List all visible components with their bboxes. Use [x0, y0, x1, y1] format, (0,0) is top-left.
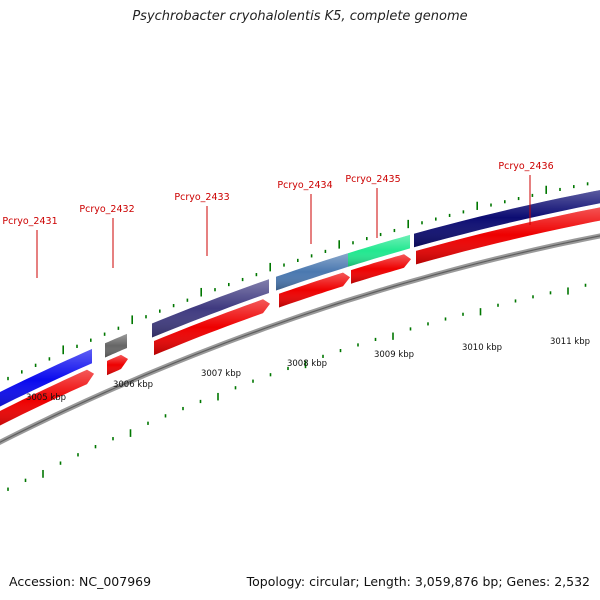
kbp-label-3: 3007 kbp	[201, 369, 241, 379]
gene-label-2: Pcryo_2432	[79, 204, 134, 215]
cds-arrow-shade	[0, 369, 94, 426]
cds-track	[0, 207, 600, 426]
gene-bar-shade	[152, 279, 269, 338]
cds-arrow-shade	[351, 254, 411, 284]
cds-arrow-shade	[107, 354, 128, 376]
gene-tick-track	[7, 182, 589, 381]
backbone-ring-edge	[0, 235, 600, 443]
genome-summary-text: Topology: circular; Length: 3,059,876 bp…	[246, 574, 590, 589]
kbp-label-4: 3008 kbp	[287, 359, 327, 369]
gene-label-5: Pcryo_2435	[345, 174, 400, 185]
cds-arrow-shade	[154, 299, 270, 356]
kbp-label-6: 3010 kbp	[462, 343, 502, 353]
gene-bar-shade	[105, 333, 127, 358]
kbp-label-2: 3006 kbp	[113, 380, 153, 390]
gene-bar-shade	[348, 234, 410, 267]
gene-label-1: Pcryo_2431	[2, 216, 57, 227]
gene-label-4: Pcryo_2434	[277, 180, 332, 191]
scale-label-track: 3005 kbp 3006 kbp 3007 kbp 3008 kbp 3009 kbp…	[26, 337, 590, 403]
accession-text: Accession: NC_007969	[9, 574, 152, 589]
scale-tick-track	[7, 283, 587, 491]
gene-label-track: Pcryo_2431 Pcryo_2432 Pcryo_2433 Pcryo_2434…	[2, 161, 554, 278]
cds-arrow-shade	[416, 207, 600, 265]
kbp-label-7: 3011 kbp	[550, 337, 590, 347]
map-title: Psychrobacter cryohalolentis K5, complet…	[132, 9, 468, 24]
kbp-label-5: 3009 kbp	[374, 350, 414, 360]
gene-bar-shade	[0, 349, 92, 407]
genome-backbone	[0, 233, 600, 446]
gene-track	[0, 190, 600, 407]
gene-label-6: Pcryo_2436	[498, 161, 553, 172]
gene-bar-shade	[276, 253, 348, 291]
gene-label-3: Pcryo_2433	[174, 192, 229, 203]
kbp-label-1: 3005 kbp	[26, 393, 66, 403]
cds-arrow-shade	[279, 272, 350, 308]
gene-bar-shade	[414, 190, 600, 248]
